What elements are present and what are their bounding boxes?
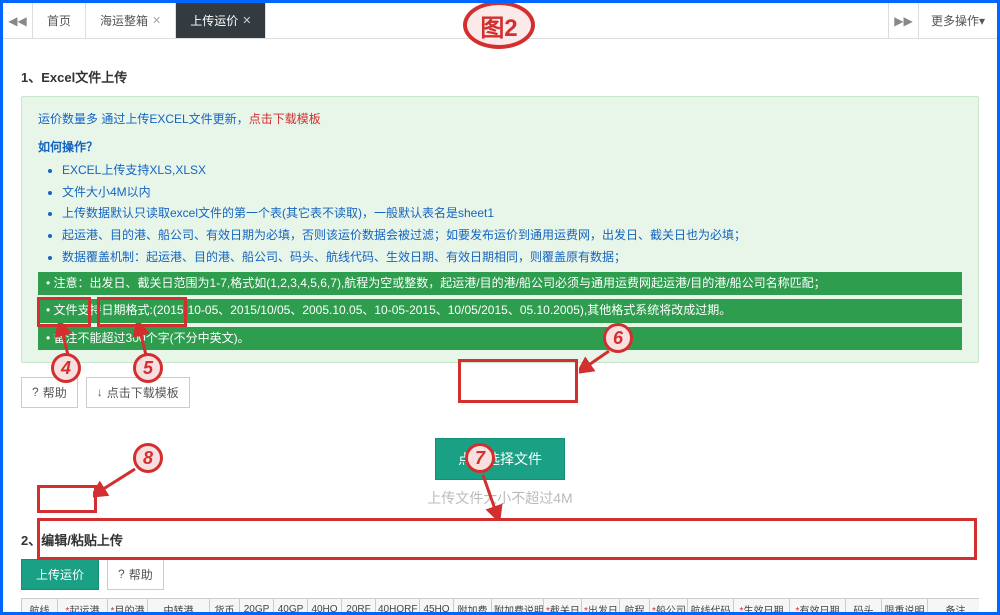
nav-next-icon[interactable]: ▶▶: [888, 3, 918, 38]
col-cutoff: *截关日: [544, 598, 582, 615]
tab-home[interactable]: 首页: [33, 3, 86, 38]
more-actions-label: 更多操作: [931, 12, 979, 29]
warning-bar: • 文件支持日期格式:(2015-10-05、2015/10/05、2005.1…: [38, 299, 962, 322]
col-depart: *出发日: [582, 598, 620, 615]
download-template-label: 点击下载模板: [107, 384, 179, 401]
instruction-list: EXCEL上传支持XLS,XLSX 文件大小4M以内 上传数据默认只读取exce…: [38, 160, 962, 268]
help-button[interactable]: ? 帮助: [21, 377, 78, 408]
download-template-button[interactable]: ↓ 点击下载模板: [86, 377, 190, 408]
help-button-2-label: 帮助: [129, 566, 153, 583]
section2-title: 2、编辑/粘贴上传: [21, 530, 979, 549]
tab-upload-rate[interactable]: 上传运价 ✕: [176, 3, 266, 38]
caret-down-icon: ▾: [979, 14, 985, 28]
tab-upload-rate-label: 上传运价: [190, 12, 238, 29]
col-carrier: *船公司: [650, 598, 688, 615]
col-weight: 限重说明: [882, 598, 928, 615]
col-surcharge-desc: 附加费说明: [492, 598, 544, 615]
close-icon[interactable]: ✕: [242, 14, 251, 27]
col-valid: *有效日期: [790, 598, 846, 615]
instruction-item: 数据覆盖机制：起运港、目的港、船公司、码头、航线代码、生效日期、有效日期相同，则…: [62, 247, 962, 269]
col-surcharge: 附加费: [454, 598, 492, 615]
rate-table: 航线 *起运港 *目的港 中转港 货币 20GP 40GP 40HQ 20RF …: [21, 598, 979, 615]
close-icon[interactable]: ✕: [152, 14, 161, 27]
col-wharf: 码头: [846, 598, 882, 615]
tab-sea-fcl[interactable]: 海运整箱 ✕: [86, 3, 176, 38]
col-remark: 备注: [928, 598, 980, 615]
more-actions-dropdown[interactable]: 更多操作 ▾: [918, 3, 997, 38]
col-20rf: 20RF: [342, 598, 376, 615]
col-voyage: 航程: [620, 598, 650, 615]
select-file-button[interactable]: 点击选择文件: [435, 438, 565, 480]
help-button-label: 帮助: [43, 384, 67, 401]
col-pod: *目的港: [108, 598, 148, 615]
table-header-row: 航线 *起运港 *目的港 中转港 货币 20GP 40GP 40HQ 20RF …: [22, 598, 980, 615]
col-effective: *生效日期: [734, 598, 790, 615]
instruction-line1a: 运价数量多 通过上传EXCEL文件更新，: [38, 112, 249, 126]
warning-bar: • 备注不能超过300个字(不分中英文)。: [38, 327, 962, 350]
question-icon: ?: [32, 385, 39, 399]
col-currency: 货币: [210, 598, 240, 615]
instruction-item: EXCEL上传支持XLS,XLSX: [62, 160, 962, 182]
col-40hq: 40HQ: [308, 598, 342, 615]
col-route-code: 航线代码: [688, 598, 734, 615]
download-icon: ↓: [97, 385, 103, 399]
howto-heading: 如何操作？: [38, 137, 962, 159]
col-20gp: 20GP: [240, 598, 274, 615]
instruction-item: 上传数据默认只读取excel文件的第一个表(其它表不读取)，一般默认表名是she…: [62, 203, 962, 225]
instruction-item: 起运港、目的港、船公司、有效日期为必填，否则该运价数据会被过滤；如要发布运价到通…: [62, 225, 962, 247]
col-40hqrf: 40HQRF: [376, 598, 420, 615]
tab-home-label: 首页: [47, 12, 71, 29]
col-45hq: 45HQ: [420, 598, 454, 615]
question-icon: ?: [118, 567, 125, 581]
col-via: 中转港: [148, 598, 210, 615]
nav-prev-icon[interactable]: ◀◀: [3, 3, 33, 38]
col-pol: *起运港: [58, 598, 108, 615]
section1-title: 1、Excel文件上传: [21, 67, 979, 86]
col-40gp: 40GP: [274, 598, 308, 615]
warning-bar: • 注意：出发日、截关日范围为1-7,格式如(1,2,3,4,5,6,7),航程…: [38, 272, 962, 295]
download-template-link[interactable]: 点击下载模板: [249, 112, 321, 126]
upload-rate-button[interactable]: 上传运价: [21, 559, 99, 590]
col-route: 航线: [22, 598, 58, 615]
tab-sea-fcl-label: 海运整箱: [100, 12, 148, 29]
top-tabbar: ◀◀ 首页 海运整箱 ✕ 上传运价 ✕ ▶▶ 更多操作 ▾: [3, 3, 997, 39]
instruction-item: 文件大小4M以内: [62, 182, 962, 204]
filesize-hint: 上传文件大小不超过4M: [21, 488, 979, 508]
help-button-2[interactable]: ? 帮助: [107, 559, 164, 590]
instructions-box: 运价数量多 通过上传EXCEL文件更新，点击下载模板 如何操作？ EXCEL上传…: [21, 96, 979, 363]
